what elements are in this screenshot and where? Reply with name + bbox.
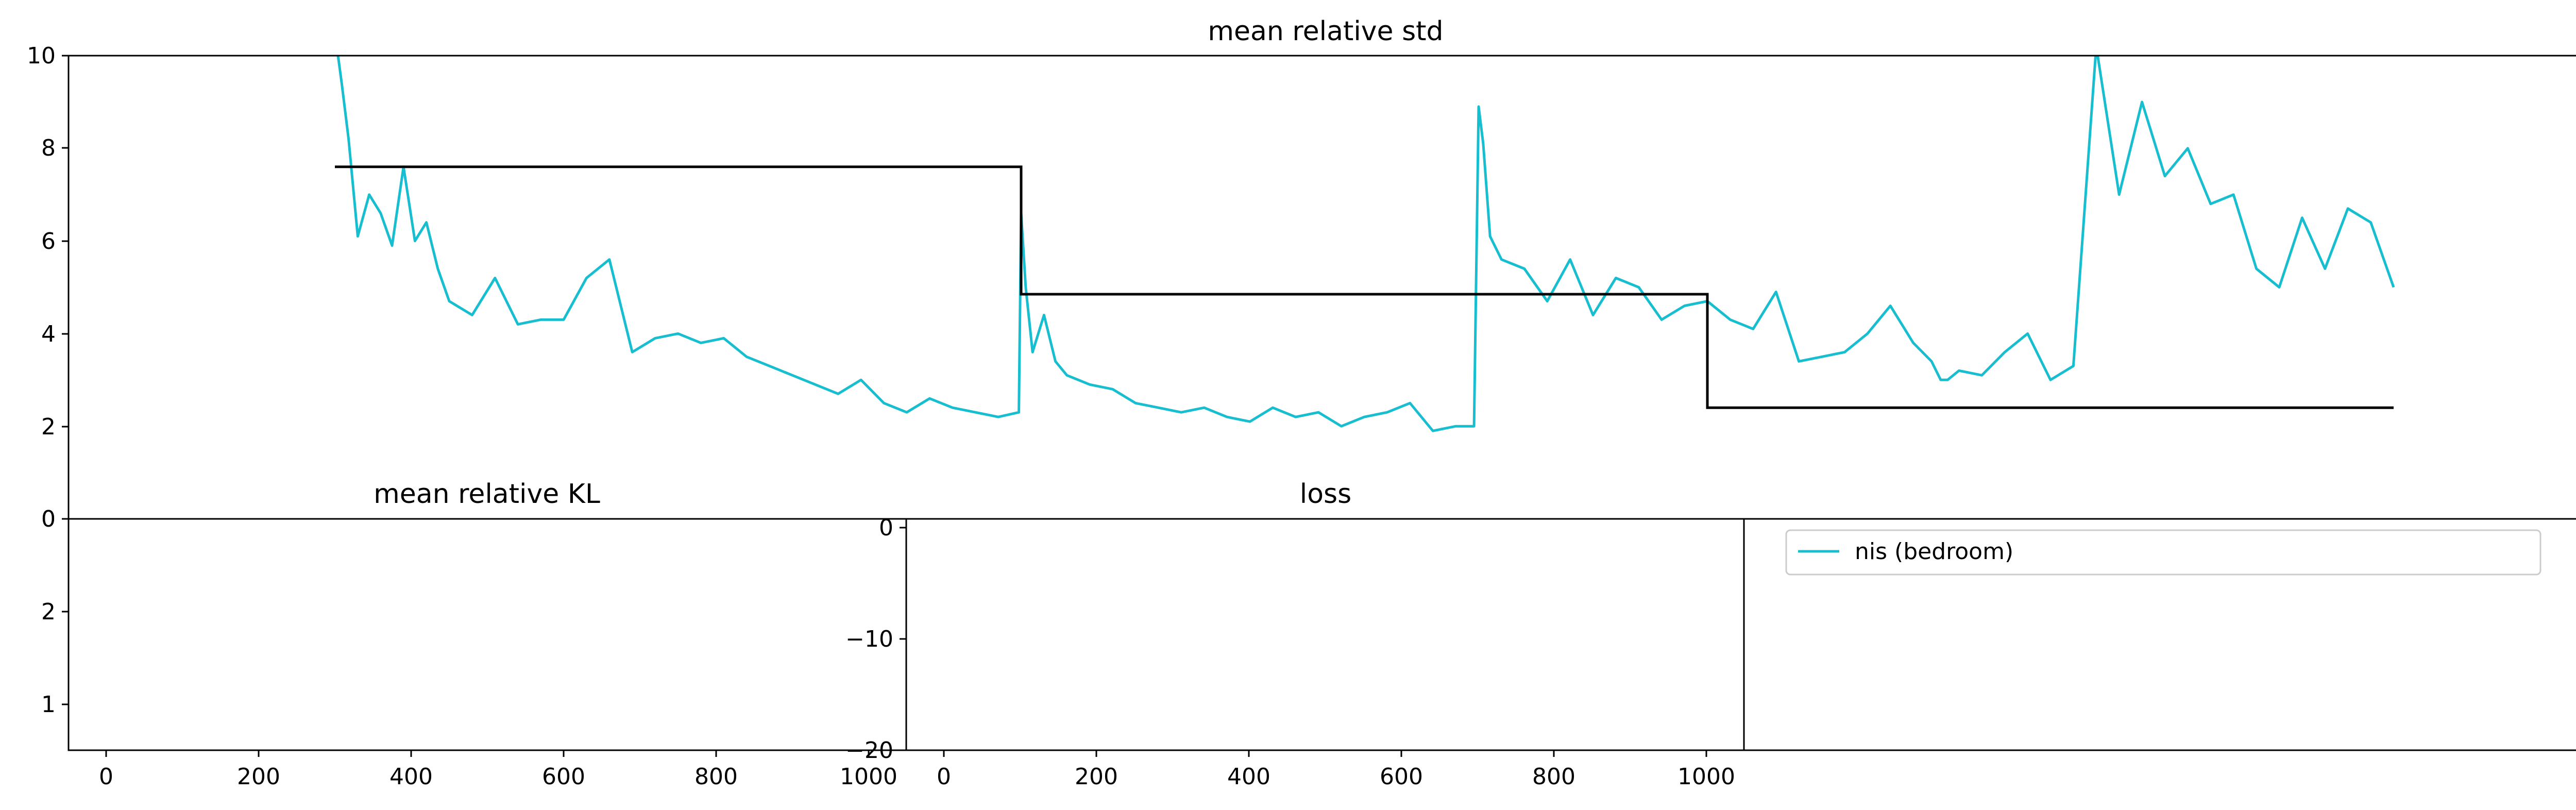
legend: nis (bedroom): [1785, 529, 2541, 576]
kl-xtick-label-800: 800: [694, 764, 738, 790]
kl-axes-frame: [67, 518, 907, 751]
loss-axes-frame: [905, 518, 1745, 751]
kl-panel: mean relative KL 1 2 0 0 200 400 600 800…: [41, 479, 907, 790]
legend-panel: nis (bedroom): [1743, 518, 2576, 751]
kl-x-ticks: 0 200 400 600 800 1000: [99, 750, 897, 790]
loss-x-ticks: 0 200 400 600 800 1000: [937, 750, 1735, 790]
std-plot-area: [335, 56, 2395, 432]
kl-ytick-label-2: 2: [41, 599, 56, 625]
kl-ytick-label-1: 1: [41, 691, 56, 718]
legend-box: [1785, 529, 2541, 576]
std-ytick-label-8: 8: [41, 135, 56, 161]
loss-xtick-label-600: 600: [1380, 764, 1423, 790]
legend-axes-frame: [1743, 518, 2576, 751]
kl-xtick-label-1000: 1000: [840, 764, 897, 790]
loss-xtick-label-0: 0: [937, 764, 951, 790]
std-ytick-label-4: 4: [41, 321, 56, 347]
loss-panel: loss 0 −10 −20 0 200 400 600 800 1000: [845, 479, 1745, 790]
loss-xtick-label-200: 200: [1075, 764, 1118, 790]
loss-title: loss: [1300, 479, 1351, 510]
loss-y-ticks: 0 −10 −20: [845, 515, 906, 764]
loss-xtick-label-400: 400: [1227, 764, 1270, 790]
kl-xtick-label-400: 400: [389, 764, 433, 790]
loss-ytick-label-10: −10: [845, 626, 893, 652]
std-ytick-label-2: 2: [41, 414, 56, 440]
loss-ytick-label-20: −20: [845, 737, 893, 764]
kl-xtick-label-200: 200: [237, 764, 280, 790]
std-ytick-label-10: 10: [27, 43, 56, 69]
std-y-ticks: 0 2 4 6 8 10: [27, 43, 69, 532]
std-panel: mean relative std 0 2 4 6 8 10: [27, 16, 2576, 532]
kl-y-ticks: 1 2 0: [41, 506, 69, 718]
std-ytick-label-6: 6: [41, 228, 56, 255]
loss-ytick-label-0: 0: [879, 515, 893, 541]
loss-xtick-label-800: 800: [1532, 764, 1575, 790]
kl-xtick-label-600: 600: [542, 764, 585, 790]
kl-ytick-label-0: 0: [41, 506, 56, 532]
legend-label: nis (bedroom): [1855, 538, 2013, 565]
series-line-nis-bedroom: [336, 56, 2395, 432]
kl-xtick-label-0: 0: [99, 764, 113, 790]
std-title: mean relative std: [1208, 16, 1443, 47]
series-line-threshold: [335, 165, 2394, 409]
std-ytick-label-0: 0: [41, 506, 56, 532]
kl-title: mean relative KL: [374, 479, 600, 510]
loss-xtick-label-1000: 1000: [1677, 764, 1735, 790]
